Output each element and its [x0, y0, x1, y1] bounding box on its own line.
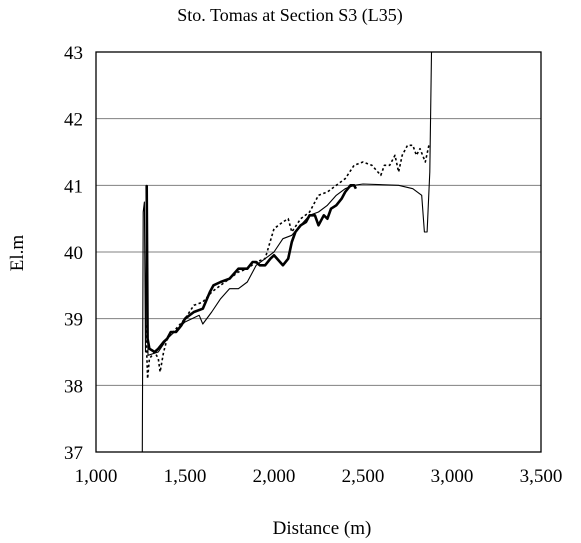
series-line-1 — [141, 51, 433, 453]
x-tick-label: 2,500 — [342, 466, 385, 487]
x-tick-label: 1,500 — [164, 466, 207, 487]
series-layer — [141, 51, 433, 453]
plot-frame — [95, 51, 542, 453]
series-line-2 — [145, 184, 358, 354]
y-tick-label: 39 — [64, 310, 83, 331]
y-tick-label: 38 — [64, 376, 83, 397]
y-tick-label: 37 — [64, 443, 83, 464]
y-axis-label: El.m — [7, 235, 28, 272]
x-axis-label: Distance (m) — [273, 518, 372, 539]
y-tick-label: 41 — [64, 176, 83, 197]
x-tick-label: 1,000 — [75, 466, 118, 487]
y-tick-label: 43 — [64, 43, 83, 64]
gridlines — [96, 118, 541, 386]
chart-title: Sto. Tomas at Section S3 (L35) — [177, 5, 402, 26]
x-tick-label: 3,000 — [431, 466, 474, 487]
y-tick-label: 42 — [64, 110, 83, 131]
y-axis-tick-labels: 37 38 39 40 41 42 43 — [64, 43, 83, 464]
series-line-3 — [145, 144, 430, 380]
y-tick-label: 40 — [64, 243, 83, 264]
x-tick-label: 3,500 — [520, 466, 563, 487]
x-axis-tick-labels: 1,000 1,500 2,000 2,500 3,000 3,500 — [75, 466, 563, 487]
x-tick-label: 2,000 — [253, 466, 296, 487]
